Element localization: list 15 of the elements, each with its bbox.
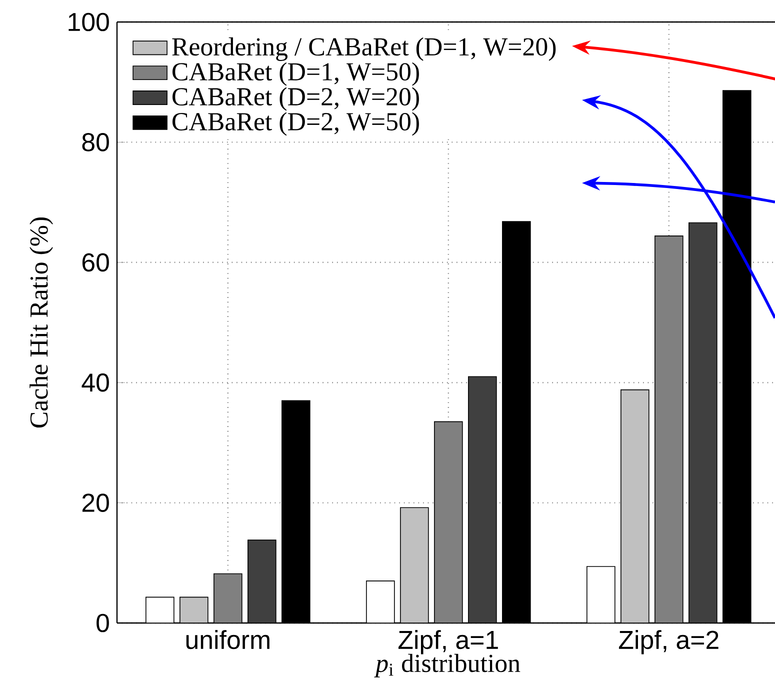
legend-label: CABaRet (D=2, W=50) <box>172 112 419 136</box>
x-tick-label: uniform <box>186 630 270 650</box>
y-axis-title: Cache Hit Ratio (%) <box>30 218 54 428</box>
y-tick-label: 40 <box>82 373 109 392</box>
y-tick-label: 0 <box>96 614 109 632</box>
x-axis-title: p$_{i}$ distribution <box>374 654 520 678</box>
legend-label: Reordering / CABaRet (D=1, W=20) <box>172 37 556 61</box>
legend-label: CABaRet (D=2, W=20) <box>172 87 419 111</box>
y-tick-label: 80 <box>82 133 109 152</box>
x-tick-label: Zipf, a=1 <box>398 630 498 654</box>
y-tick-label: 60 <box>82 253 109 272</box>
y-tick-label: 20 <box>82 494 109 512</box>
legend-label: CABaRet (D=1, W=50) <box>172 62 419 86</box>
y-tick-label: 100 <box>68 12 109 32</box>
x-tick-label: Zipf, a=2 <box>618 630 718 654</box>
